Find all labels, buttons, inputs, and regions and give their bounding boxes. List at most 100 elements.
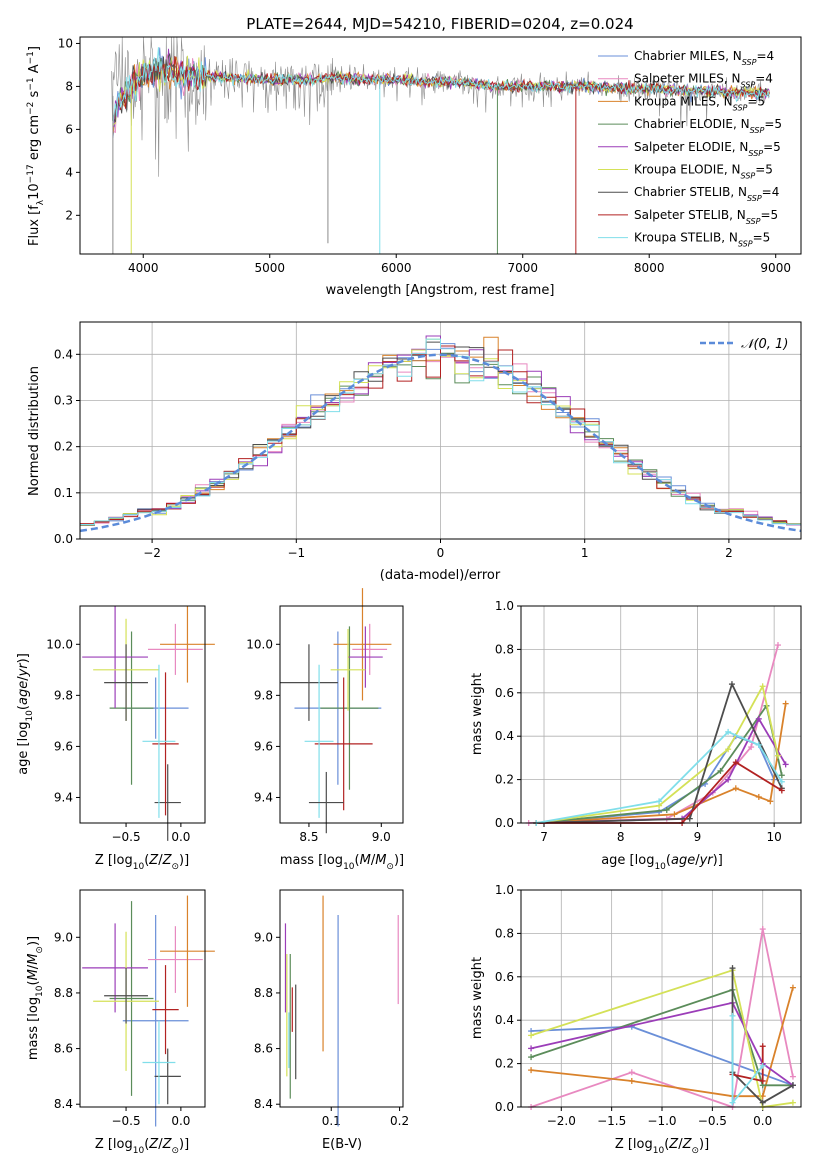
ytick-label: 0.0 [495,816,514,830]
ytick-label: 0.8 [495,926,514,940]
ytick-label: 9.6 [54,739,73,753]
ytick-label: 9.4 [254,790,273,804]
residuals-ticks: −2 −1 0 1 2 0.0 0.1 0.2 0.3 0.4 [54,347,733,560]
spectrum-panel: 4000 5000 6000 7000 8000 9000 2 4 6 8 10 wavelengt… [26,36,802,298]
mass-z-ylabel: mass [log10(M/M⊙)] [26,936,45,1060]
ytick-label: 8.6 [54,1042,73,1056]
spectrum-xtick-label: 6000 [381,261,412,275]
legend-label-kroupa_miles: Kroupa MILES, NSSP=5 [634,94,765,112]
age-z-ylabel: age [log10(age/yr)] [16,653,35,775]
xtick-label: 9 [694,830,702,844]
xtick-label: −2.0 [547,1114,576,1128]
legend-label-salpeter_miles: Salpeter MILES, NSSP=4 [634,72,773,90]
weight-z-xlabel: Z [log10(Z/Z⊙)] [615,1137,709,1156]
residuals-xlabel: (data-model)/error [380,568,501,583]
xtick-label: 0.2 [390,1114,409,1128]
ytick-label: 0.6 [495,970,514,984]
residuals-xtick-label: 2 [725,546,733,560]
xtick-label: 10 [767,830,782,844]
ytick-label: 8.8 [54,986,73,1000]
spectrum-model-kroupa_stelib [112,47,770,127]
legend-gaussian-label: 𝒩(0, 1) [741,337,788,352]
residuals-legend: 𝒩(0, 1) [700,337,788,352]
xtick-label: 8 [617,830,625,844]
spectrum-xtick-label: 4000 [128,261,159,275]
weight-vs-age-panel: 7 8 9 10 0.0 0.2 0.4 0.6 0.8 1.0 [495,599,802,844]
ytick-label: 9.6 [254,739,273,753]
ytick-label: 0.2 [495,773,514,787]
spectrum-xtick-label: 7000 [507,261,538,275]
spectrum-ytick-label: 10 [58,36,73,50]
axes-frame [520,889,802,1108]
spectrum-model-salpeter_stelib [112,56,770,125]
axes-frame [279,605,404,824]
xtick-label: 7 [540,830,548,844]
spectrum-ytick-label: 6 [65,122,73,136]
xtick-label: 0.1 [322,1114,341,1128]
ytick-label: 0.6 [495,686,514,700]
xtick-label: −0.5 [111,1114,140,1128]
series-line-chabrier_stelib [536,681,783,824]
xtick-label: −0.5 [698,1114,727,1128]
spectrum-plot-area [111,36,770,254]
residuals-xtick-label: 1 [581,546,589,560]
ytick-label: 9.0 [54,930,73,944]
series-line-salpeter_elodie [530,1001,794,1087]
residuals-ylabel: Normed distribution [27,366,42,496]
residuals-gaussian-curve [79,353,802,533]
residuals-ytick-label: 0.4 [54,347,73,361]
legend-label-kroupa_stelib: Kroupa STELIB, NSSP=5 [634,231,770,249]
series-line-salpeter_miles [528,644,779,824]
residuals-panel: −2 −1 0 1 2 0.0 0.1 0.2 0.3 0.4 (data-model)/erro… [27,321,802,583]
xtick-label: 0.0 [171,1114,190,1128]
ytick-label: 0.2 [495,1057,514,1071]
weight-age-ylabel: mass weight [470,673,485,755]
spectrum-xtick-label: 5000 [254,261,285,275]
ytick-label: 8.4 [254,1097,273,1111]
mass-ebv-xlabel: E(B-V) [322,1137,362,1152]
age-vs-mass-panel: 8.5 9.0 9.4 9.6 9.8 10.0 [246,588,404,844]
ytick-label: 10.0 [46,637,73,651]
legend-label-chabrier_stelib: Chabrier STELIB, NSSP=4 [634,185,779,203]
spectrum-legend: Chabrier MILES, NSSP=4 Salpeter MILES, NS… [598,49,782,248]
axes-frame [279,889,404,1108]
spectrum-xtick-label: 8000 [634,261,665,275]
axes-frame [79,889,206,1108]
spectrum-ytick-label: 2 [65,208,73,222]
ytick-label: 1.0 [495,883,514,897]
xtick-label: −1.5 [597,1114,626,1128]
legend-label-chabrier_elodie: Chabrier ELODIE, NSSP=5 [634,117,782,135]
ytick-label: 8.4 [54,1097,73,1111]
xtick-label: 0.0 [171,830,190,844]
mass-vs-z-panel: −0.5 0.0 8.4 8.6 8.8 9.0 [54,889,215,1128]
ytick-label: 0.4 [495,729,514,743]
xtick-label: 8.5 [299,830,318,844]
mass-z-xlabel: Z [log10(Z/Z⊙)] [95,1137,189,1156]
spectrum-ytick-label: 8 [65,79,73,93]
weight-z-ylabel: mass weight [470,957,485,1039]
weight-vs-z-panel: −2.0 −1.5 −1.0 −0.5 0.0 0.0 0.2 0.4 0.6 0.8 1.0 [495,883,802,1128]
ytick-label: 8.8 [254,986,273,1000]
spectrum-data-line [111,36,770,177]
age-z-xlabel: Z [log10(Z/Z⊙)] [95,853,189,872]
age-vs-z-panel: −0.5 0.0 9.4 9.6 9.8 10.0 [46,605,215,844]
mass-vs-ebv-panel: 0.1 0.2 8.4 8.6 8.8 9.0 [254,889,409,1128]
ytick-label: 1.0 [495,599,514,613]
xtick-label: 0.0 [753,1114,772,1128]
legend-label-salpeter_elodie: Salpeter ELODIE, NSSP=5 [634,140,781,158]
legend-label-chabrier_miles: Chabrier MILES, NSSP=4 [634,49,774,67]
ytick-label: 0.0 [495,1100,514,1114]
residuals-ytick-label: 0.1 [54,486,73,500]
ytick-label: 10.0 [246,637,273,651]
axes-frame [79,605,206,824]
xtick-label: −0.5 [111,830,140,844]
age-mass-xlabel: mass [log10(M/M⊙)] [280,853,404,872]
ytick-label: 9.8 [54,688,73,702]
spectrum-ticks: 4000 5000 6000 7000 8000 9000 2 4 6 8 10 [58,36,791,275]
figure-title: PLATE=2644, MJD=54210, FIBERID=0204, z=0… [246,15,633,33]
legend-label-salpeter_stelib: Salpeter STELIB, NSSP=5 [634,208,778,226]
spectrum-axes-frame [79,36,802,255]
ytick-label: 8.6 [254,1042,273,1056]
residuals-ytick-label: 0.0 [54,532,73,546]
